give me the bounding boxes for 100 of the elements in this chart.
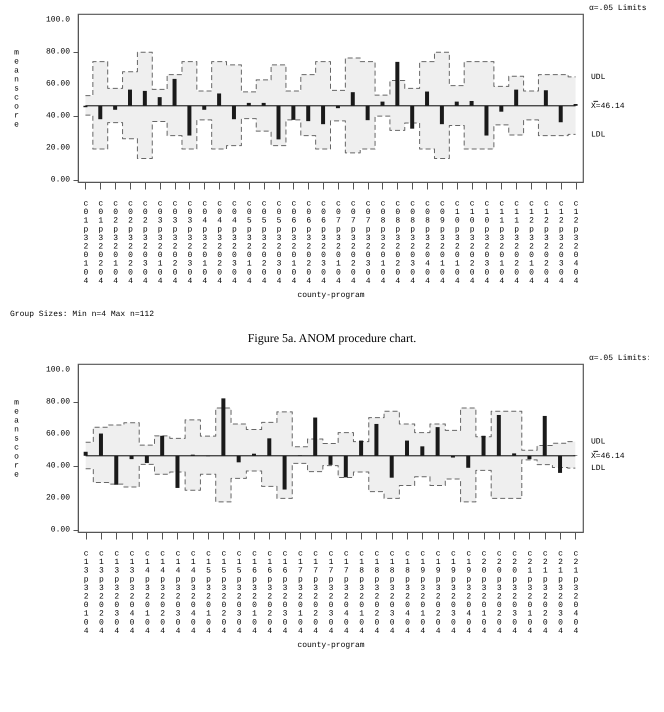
bar [484, 106, 488, 136]
series-label: LDL [591, 464, 606, 474]
bar [128, 90, 132, 106]
y-tick-label: 20.00 [46, 144, 70, 153]
category-label: c21p320404 [573, 550, 578, 636]
category-label: c04p320304 [232, 200, 237, 286]
bar [321, 106, 326, 124]
category-label: c19p320404 [466, 550, 472, 636]
bar [113, 106, 118, 110]
category-label: c10p320104 [454, 200, 460, 286]
y-tick-label: 60.00 [46, 430, 70, 439]
category-label: c02p320104 [113, 200, 118, 286]
category-label: c07p320204 [350, 200, 356, 286]
category-label: c13p320404 [130, 550, 134, 636]
category-label: c17p320404 [344, 550, 349, 636]
category-label: c05p320104 [246, 200, 252, 286]
category-label: c12p320304 [558, 200, 564, 286]
x-axis-title: county-program [297, 290, 365, 300]
bar [420, 446, 424, 456]
category-label: c20p320204 [496, 550, 502, 636]
category-label: c13p320204 [99, 550, 104, 636]
bar [558, 106, 563, 122]
bar [175, 456, 180, 488]
bar [410, 106, 414, 129]
category-label: c13p320104 [84, 550, 89, 636]
bar [440, 106, 444, 124]
bar [221, 398, 226, 456]
category-label: c17p320304 [328, 550, 334, 636]
category-label: c03p320204 [172, 200, 178, 286]
category-label: c08p320304 [410, 200, 416, 286]
bar [306, 106, 310, 122]
y-tick-label: 100.0 [46, 366, 70, 375]
bar [482, 436, 486, 456]
bar [114, 456, 118, 485]
y-tick-label: 0.00 [50, 176, 70, 185]
bar [172, 78, 177, 106]
bar [380, 102, 384, 106]
category-label: c12p320104 [529, 200, 534, 286]
bar [282, 456, 287, 490]
category-label: c12p320204 [544, 200, 549, 286]
y-tick-label: 80.00 [46, 48, 70, 57]
y-tick-label: 0.00 [50, 526, 70, 535]
category-label: c14p320404 [190, 550, 196, 636]
legend-title: α=.05 Limits: [589, 354, 652, 363]
x-axis-title: county-program [297, 640, 365, 650]
bar [84, 452, 88, 456]
category-label: c14p320204 [160, 550, 166, 636]
category-label: c21p320304 [558, 550, 563, 636]
bar [267, 438, 272, 456]
category-label: c15p320304 [236, 550, 242, 636]
category-label: c08p320104 [380, 200, 386, 286]
category-label: c14p320104 [144, 550, 150, 636]
category-label: c18p320104 [359, 550, 364, 636]
text: Group Sizes: Min n=4 Max n=112 [10, 310, 156, 319]
bar [262, 102, 266, 106]
category-label: c18p320304 [390, 550, 395, 636]
category-label: c02p320304 [142, 200, 148, 286]
category-label: c17p320104 [298, 550, 303, 636]
category-label: c02p320204 [128, 200, 133, 286]
category-label: c12p320404 [574, 200, 578, 286]
series-label: UDL [591, 438, 606, 447]
bar [374, 424, 378, 456]
bar [202, 106, 206, 110]
category-label: c21p320104 [528, 550, 532, 636]
category-label: c03p320304 [187, 200, 192, 286]
bar [160, 436, 164, 456]
bar [328, 456, 332, 465]
category-label: c19p320304 [451, 550, 456, 636]
category-label: c17p320204 [313, 550, 318, 636]
category-label: c05p320304 [276, 200, 282, 286]
category-label: c15p320104 [206, 550, 211, 636]
bar [313, 418, 318, 456]
bar [246, 102, 251, 106]
category-label: c16p320204 [267, 550, 272, 636]
bar [544, 90, 548, 106]
category-label: c15p320204 [221, 550, 226, 636]
category-label: c06p320104 [291, 200, 296, 286]
category-label: c01p320204 [98, 200, 104, 286]
bar [512, 453, 516, 456]
category-label: c06p320204 [306, 200, 312, 286]
bar [514, 90, 518, 106]
category-label: c04p320204 [217, 200, 222, 286]
category-label: c08p320204 [395, 200, 400, 286]
bar [291, 106, 296, 120]
category-label: c04p320104 [202, 200, 208, 286]
category-label: c18p320404 [405, 550, 410, 636]
bar [276, 106, 281, 140]
series-label: LDL [591, 130, 606, 140]
category-label: c16p320104 [252, 550, 257, 636]
bar [542, 416, 547, 456]
bar [144, 456, 149, 463]
series-label: UDL [591, 72, 606, 82]
y-tick-label: 40.00 [46, 462, 70, 471]
category-label: c19p320104 [420, 550, 426, 636]
category-label: c03p320104 [158, 200, 163, 286]
caption: Figure 5a. ANOM procedure chart. [246, 331, 418, 346]
bar [217, 93, 222, 106]
y-tick-label: 60.00 [46, 80, 70, 89]
text: mean score [14, 398, 19, 480]
category-label: c10p320304 [484, 200, 490, 286]
